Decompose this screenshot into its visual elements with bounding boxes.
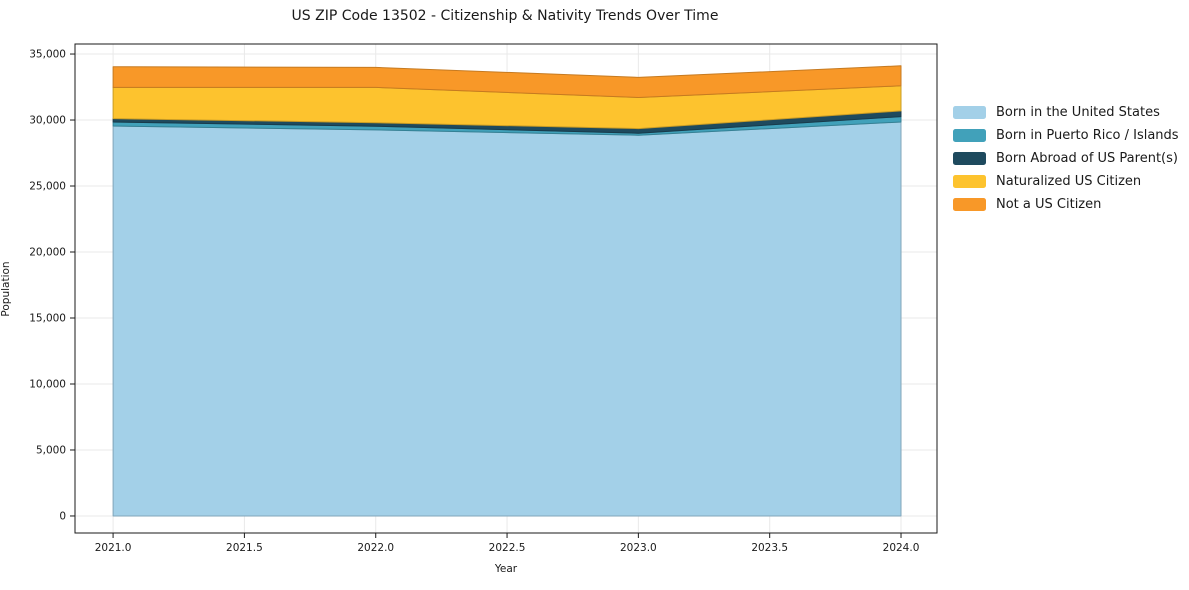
legend-label: Naturalized US Citizen bbox=[996, 174, 1142, 189]
legend-swatch bbox=[953, 129, 986, 142]
legend: Born in the United States Born in Puerto … bbox=[953, 101, 1179, 216]
y-tick-label: 15,000 bbox=[29, 312, 66, 324]
y-tick-label: 20,000 bbox=[29, 247, 66, 259]
legend-item: Born in Puerto Rico / Islands bbox=[953, 124, 1179, 147]
legend-label: Not a US Citizen bbox=[996, 197, 1102, 212]
x-tick-label: 2021.5 bbox=[226, 542, 263, 554]
legend-item: Born Abroad of US Parent(s) bbox=[953, 147, 1179, 170]
y-tick-label: 10,000 bbox=[29, 378, 66, 390]
legend-label: Born in the United States bbox=[996, 105, 1160, 120]
legend-swatch bbox=[953, 106, 986, 119]
y-tick-label: 0 bbox=[59, 510, 66, 522]
plot-border bbox=[74, 43, 938, 534]
y-tick-label: 30,000 bbox=[29, 115, 66, 127]
legend-swatch bbox=[953, 152, 986, 165]
legend-swatch bbox=[953, 175, 986, 188]
legend-item: Born in the United States bbox=[953, 101, 1179, 124]
legend-item: Not a US Citizen bbox=[953, 193, 1179, 216]
x-tick-label: 2023.5 bbox=[751, 542, 788, 554]
x-tick-label: 2022.0 bbox=[357, 542, 394, 554]
area-series-0 bbox=[112, 121, 902, 517]
x-tick-label: 2024.0 bbox=[883, 542, 920, 554]
x-tick-label: 2023.0 bbox=[620, 542, 657, 554]
x-axis-label: Year bbox=[494, 563, 518, 575]
y-tick-label: 25,000 bbox=[29, 181, 66, 193]
legend-swatch bbox=[953, 198, 986, 211]
area-series-4 bbox=[112, 65, 902, 98]
legend-label: Born in Puerto Rico / Islands bbox=[996, 128, 1179, 143]
y-tick-label: 35,000 bbox=[29, 49, 66, 61]
x-tick-label: 2021.0 bbox=[95, 542, 132, 554]
chart-title: US ZIP Code 13502 - Citizenship & Nativi… bbox=[291, 8, 719, 24]
y-tick-label: 5,000 bbox=[36, 444, 66, 456]
legend-item: Naturalized US Citizen bbox=[953, 170, 1179, 193]
x-tick-label: 2022.5 bbox=[489, 542, 526, 554]
legend-label: Born Abroad of US Parent(s) bbox=[996, 151, 1178, 166]
y-axis-label: Population bbox=[0, 261, 12, 317]
